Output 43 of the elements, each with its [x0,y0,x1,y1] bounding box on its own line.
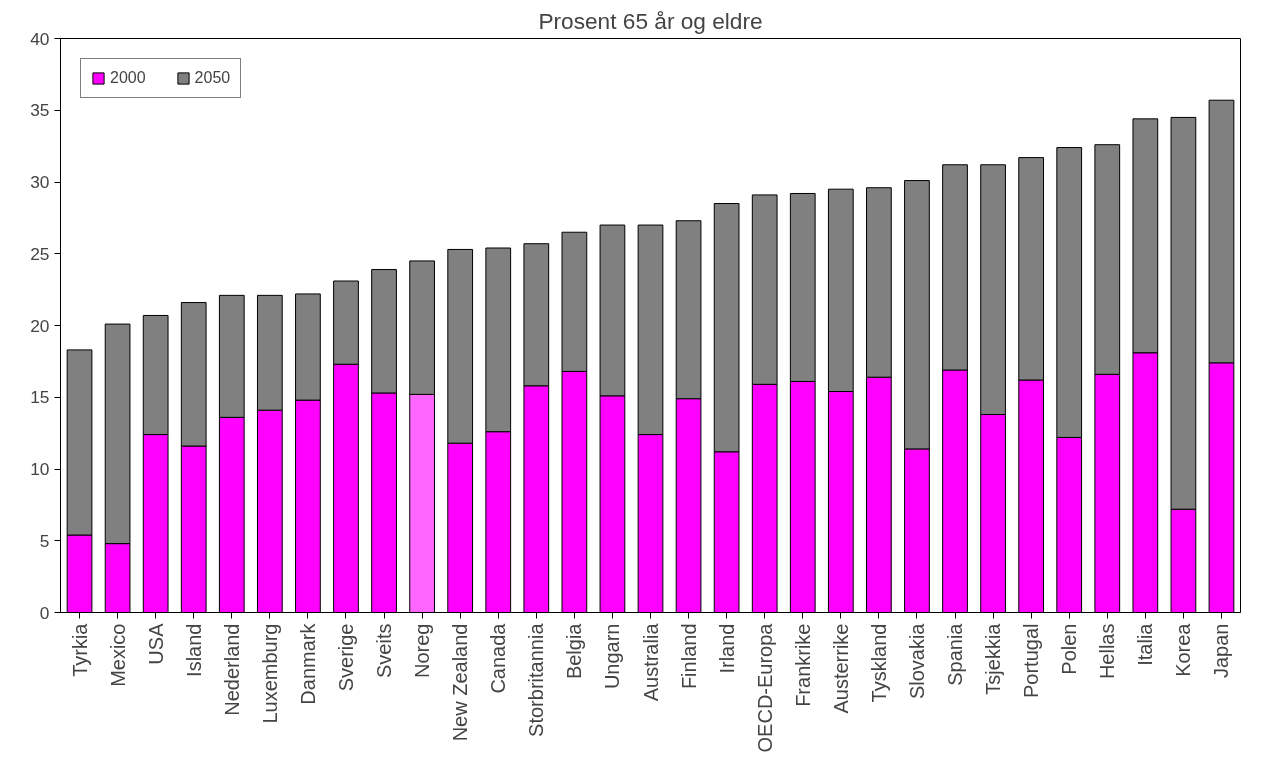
x-tick-label: Canada [487,622,510,694]
x-tick-label: Australia [639,622,662,702]
x-tick-label: Spania [944,622,967,686]
x-tick-label: Noreg [411,623,434,678]
x-tick-label: Sveits [373,623,396,678]
legend-label: 2050 [194,69,231,87]
x-tick-label: Tsjekkia [982,622,1005,695]
chart-title: Prosent 65 år og eldre [538,7,763,34]
x-tick-label: Belgia [563,622,586,680]
y-tick-label: 0 [39,602,50,623]
x-tick-label: Tyrkia [68,622,91,677]
y-tick-label: 20 [30,315,50,336]
y-tick-label: 5 [39,530,50,551]
y-tick-label: 40 [30,28,50,49]
y-tick-label: 30 [30,172,50,192]
x-tick-label: Danmark [296,622,319,705]
x-tick-label: Portugal [1020,623,1043,698]
x-tick-label: Austerrike [829,623,852,714]
x-tick-label: Sverige [334,623,357,692]
x-tick-label: Japan [1210,623,1233,678]
y-tick-label: 25 [30,243,50,264]
x-tick-label: Frankrike [791,623,814,707]
x-tick-label: Irland [715,623,738,674]
x-tick-label: Luxemburg [258,623,281,724]
x-tick-label: Storbritannia [525,622,548,737]
y-tick-label: 10 [30,459,50,479]
x-tick-label: Italia [1134,622,1157,666]
x-tick-label: Mexico [106,623,129,687]
x-tick-label: Polen [1058,623,1081,675]
x-tick-label: Finland [677,623,700,690]
y-tick-label: 35 [30,100,50,121]
x-tick-label: Slovakia [905,622,928,700]
legend-label: 2000 [110,69,146,87]
y-tick-label: 15 [30,387,50,408]
x-tick-label: Island [182,623,205,677]
x-tick-label: New Zealand [449,623,472,742]
x-tick-label: Hellas [1096,623,1119,680]
x-tick-label: Korea [1172,622,1195,677]
x-tick-label: Ungarn [601,623,624,690]
x-tick-label: Tyskland [867,623,890,703]
x-tick-label: USA [144,622,167,665]
x-tick-label: OECD-Europa [753,622,776,753]
x-tick-label: Nederland [220,623,243,716]
